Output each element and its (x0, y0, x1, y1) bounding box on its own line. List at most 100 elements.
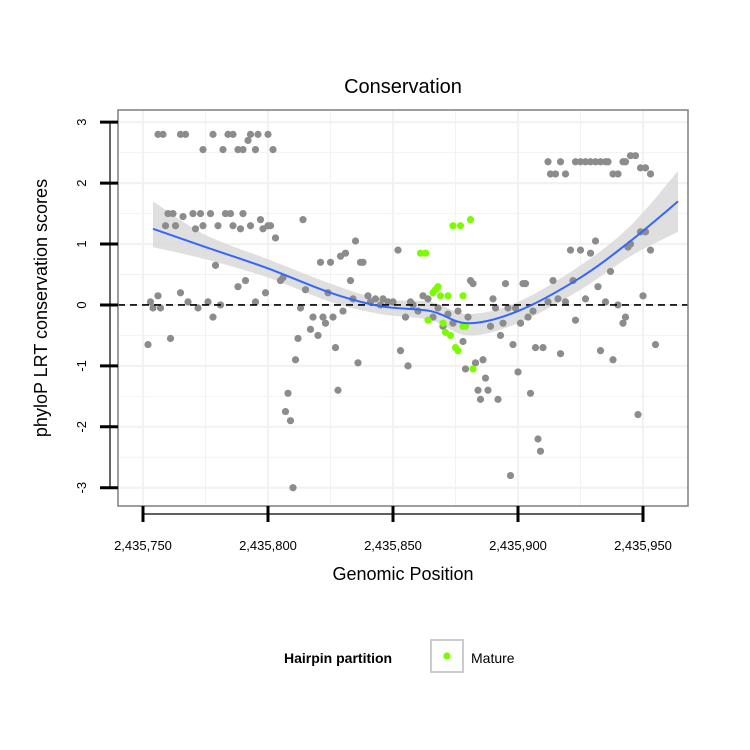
point-non-mature-174 (561, 170, 570, 178)
point-non-mature-123 (536, 447, 545, 455)
point-non-mature-189 (636, 164, 645, 172)
point-non-mature-129 (561, 298, 570, 306)
point-non-mature-128 (556, 350, 565, 358)
point-mature-13 (456, 222, 465, 230)
point-non-mature-29 (239, 209, 247, 218)
point-non-mature-79 (401, 313, 410, 321)
point-non-mature-99 (476, 395, 485, 403)
point-non-mature-171 (546, 170, 555, 178)
point-non-mature-103 (486, 322, 495, 330)
point-non-mature-96 (469, 280, 477, 288)
point-mature-0 (416, 249, 425, 257)
point-non-mature-52 (314, 331, 322, 340)
point-non-mature-168 (264, 130, 272, 138)
point-non-mature-2 (149, 304, 157, 312)
point-non-mature-125 (544, 298, 552, 306)
point-non-mature-16 (196, 209, 205, 218)
point-non-mature-117 (521, 280, 530, 288)
point-non-mature-119 (526, 389, 535, 397)
point-non-mature-7 (166, 334, 175, 343)
point-non-mature-188 (631, 152, 640, 160)
point-mature-5 (436, 292, 445, 300)
smooth-ribbon (153, 170, 678, 336)
point-non-mature-101 (481, 374, 490, 382)
point-non-mature-50 (306, 325, 315, 333)
point-non-mature-66 (351, 237, 360, 245)
point-non-mature-27 (234, 283, 242, 291)
point-non-mature-186 (621, 158, 630, 166)
point-mature-12 (454, 347, 462, 355)
point-non-mature-26 (229, 222, 237, 230)
point-non-mature-8 (169, 209, 177, 218)
point-non-mature-114 (514, 368, 522, 376)
y-tick-label-3: 0 (74, 301, 89, 308)
point-non-mature-24 (221, 209, 230, 218)
y-axis: -3 -2 -1 0 1 2 3 (74, 119, 118, 494)
point-non-mature-43 (286, 417, 295, 425)
point-non-mature-18 (204, 298, 212, 306)
point-non-mature-55 (321, 319, 330, 327)
point-non-mature-153 (154, 130, 162, 138)
point-non-mature-162 (234, 146, 242, 154)
point-non-mature-172 (551, 170, 560, 178)
point-non-mature-44 (289, 484, 297, 492)
point-non-mature-67 (354, 359, 362, 367)
point-non-mature-121 (531, 344, 540, 352)
point-non-mature-104 (489, 295, 497, 303)
point-non-mature-122 (534, 435, 542, 443)
point-non-mature-94 (464, 313, 472, 321)
point-non-mature-13 (189, 209, 197, 218)
point-non-mature-139 (601, 298, 610, 306)
point-non-mature-58 (329, 313, 337, 321)
point-non-mature-54 (319, 313, 327, 321)
point-non-mature-178 (586, 158, 595, 166)
point-mature-8 (444, 292, 452, 300)
point-non-mature-69 (359, 258, 367, 266)
point-non-mature-107 (496, 331, 505, 340)
x-axis-title: Genomic Position (332, 564, 473, 584)
point-non-mature-37 (266, 222, 275, 230)
point-non-mature-167 (254, 130, 262, 138)
point-non-mature-100 (479, 356, 487, 364)
point-non-mature-1 (146, 298, 155, 306)
point-non-mature-165 (246, 130, 255, 138)
y-tick-label-1: -2 (74, 421, 89, 433)
point-mature-4 (434, 283, 442, 291)
point-non-mature-45 (291, 356, 300, 364)
point-non-mature-106 (494, 395, 502, 403)
point-non-mature-173 (556, 158, 565, 166)
point-non-mature-60 (334, 386, 342, 394)
smooth-line (152, 200, 679, 325)
point-non-mature-137 (594, 283, 602, 291)
confidence-ribbon (153, 170, 678, 336)
point-non-mature-140 (606, 267, 615, 276)
point-non-mature-149 (639, 292, 647, 300)
point-non-mature-64 (346, 276, 355, 285)
y-tick-label-5: 2 (74, 179, 89, 186)
point-mature-10 (449, 222, 457, 230)
point-non-mature-0 (144, 340, 152, 349)
point-non-mature-166 (251, 146, 260, 154)
point-non-mature-113 (511, 304, 520, 312)
legend-label-mature: Mature (471, 650, 515, 666)
point-non-mature-33 (256, 216, 265, 224)
point-non-mature-92 (459, 337, 467, 346)
point-non-mature-98 (474, 386, 482, 394)
point-non-mature-5 (161, 222, 170, 230)
point-non-mature-152 (651, 340, 660, 349)
point-non-mature-154 (159, 130, 167, 138)
point-non-mature-120 (529, 307, 537, 315)
y-tick-label-6: 3 (74, 119, 89, 126)
point-non-mature-57 (326, 258, 335, 266)
point-non-mature-177 (581, 158, 590, 166)
point-non-mature-156 (181, 130, 190, 138)
point-non-mature-14 (191, 225, 200, 233)
point-non-mature-151 (646, 246, 655, 254)
point-non-mature-134 (581, 295, 590, 303)
point-non-mature-161 (229, 130, 237, 138)
x-tick-label-1: 2,435,800 (239, 538, 297, 553)
point-non-mature-191 (646, 170, 655, 178)
point-non-mature-10 (176, 289, 185, 297)
point-non-mature-102 (484, 386, 492, 394)
point-non-mature-112 (509, 340, 517, 349)
